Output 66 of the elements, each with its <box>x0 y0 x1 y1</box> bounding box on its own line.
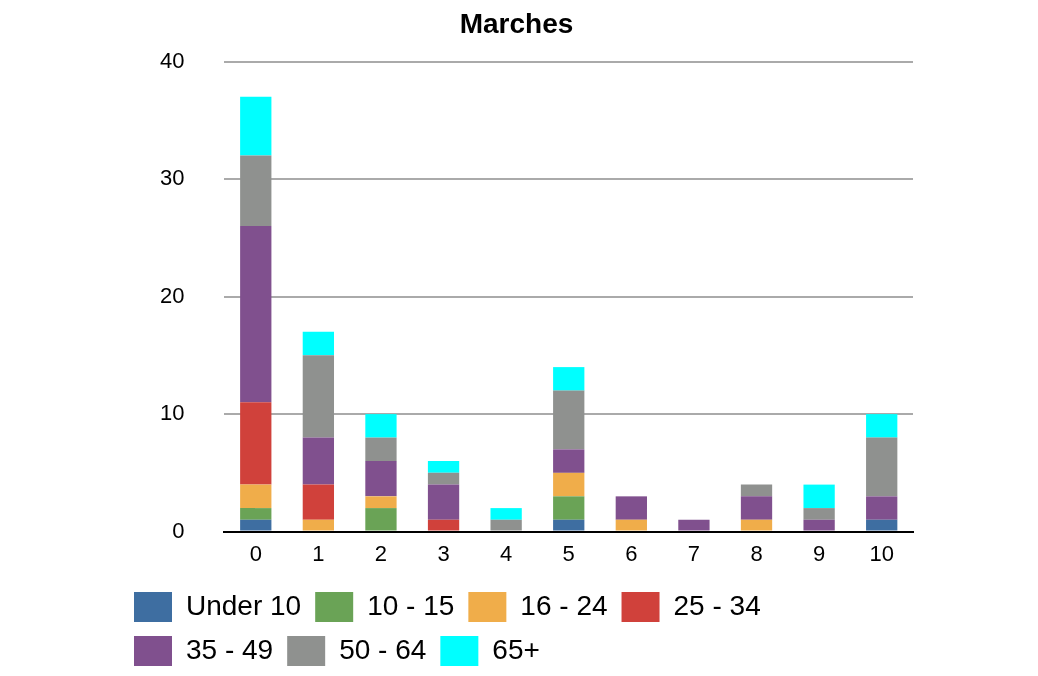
bar <box>240 402 272 485</box>
bar <box>365 508 397 531</box>
x-tick-label: 3 <box>437 540 450 566</box>
x-tick-label: 1 <box>312 540 325 566</box>
bar <box>803 508 835 520</box>
bar <box>302 484 335 520</box>
legend-label: 25 - 34 <box>673 589 761 621</box>
bar <box>553 390 585 450</box>
bar <box>866 437 898 497</box>
bar <box>365 496 397 509</box>
bar <box>365 437 397 462</box>
bar <box>427 519 460 531</box>
bar <box>740 496 773 520</box>
y-tick-label: 20 <box>159 282 185 308</box>
bar <box>365 461 397 497</box>
bar <box>427 461 460 473</box>
bar <box>240 508 272 520</box>
bar <box>490 508 522 520</box>
legend-label: 10 - 15 <box>367 589 455 621</box>
bar <box>302 331 335 356</box>
x-tick-label: 2 <box>374 540 388 566</box>
y-tick-label: 40 <box>159 47 185 73</box>
bar <box>240 155 272 227</box>
legend-label: 35 - 49 <box>186 633 274 665</box>
bar <box>615 519 647 531</box>
x-tick-label: 4 <box>500 540 513 566</box>
x-tick-label: 7 <box>687 540 701 566</box>
bar <box>427 472 460 485</box>
x-tick-label: 6 <box>625 540 638 566</box>
chart-title: Marches <box>459 7 574 39</box>
bar <box>302 355 335 438</box>
bar <box>553 367 585 391</box>
x-tick-label: 9 <box>812 540 826 566</box>
x-tick-label: 10 <box>869 540 894 566</box>
y-tick-label: 0 <box>172 517 185 543</box>
legend-label: Under 10 <box>186 589 302 621</box>
bar <box>427 484 460 520</box>
bar <box>553 449 585 473</box>
bar <box>240 484 272 509</box>
y-tick-label: 10 <box>159 400 185 426</box>
legend-label: 16 - 24 <box>520 589 608 621</box>
bar <box>240 96 272 156</box>
bar <box>365 414 397 438</box>
bar <box>803 519 835 531</box>
bar <box>803 484 835 509</box>
bar <box>302 519 335 531</box>
bar <box>240 226 272 403</box>
bar <box>678 519 710 531</box>
legend-label: 65+ <box>492 633 540 665</box>
bar <box>240 519 272 531</box>
bar <box>553 472 585 497</box>
x-tick-label: 0 <box>249 540 262 566</box>
bar <box>553 519 585 531</box>
bar <box>866 519 898 531</box>
legend-label: 50 - 64 <box>339 633 427 665</box>
x-tick-label: 5 <box>562 540 575 566</box>
bar <box>740 484 773 497</box>
bar <box>866 496 898 520</box>
bar <box>302 437 335 485</box>
bar <box>490 519 522 531</box>
y-tick-label: 30 <box>159 165 185 191</box>
bar <box>866 414 898 438</box>
x-tick-label: 8 <box>750 540 763 566</box>
bar <box>740 519 773 531</box>
bar <box>553 496 585 520</box>
bar <box>615 496 647 520</box>
